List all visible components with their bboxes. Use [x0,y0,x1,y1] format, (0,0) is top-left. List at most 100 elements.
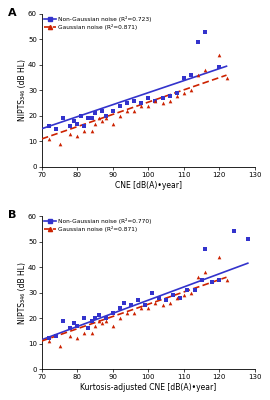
Point [200,276,204,283]
Point [167,98,172,104]
Point [118,113,122,119]
Point [153,98,158,104]
Point [129,302,133,308]
Point [139,102,143,109]
Point [104,315,108,321]
Point [104,317,108,324]
Point [79,113,83,119]
Point [125,108,129,114]
Point [47,136,51,142]
Point [196,39,200,45]
Point [139,100,143,106]
Point [47,338,51,344]
Point [153,98,158,104]
Point [189,87,193,94]
Point [136,297,140,303]
Point [217,64,222,71]
Point [125,100,129,106]
Point [111,322,115,329]
Text: A: A [8,8,16,18]
Point [146,102,151,109]
Point [68,123,72,129]
Point [196,274,200,280]
Point [182,292,186,298]
Point [196,72,200,78]
Point [89,115,94,122]
Point [100,118,104,124]
Point [175,294,179,301]
Point [82,315,87,321]
Point [167,300,172,306]
Point [146,95,151,101]
Point [175,90,179,96]
Text: B: B [8,210,16,220]
Point [150,289,154,296]
Point [75,335,79,342]
Point [58,141,62,147]
Point [160,302,165,308]
Point [68,130,72,137]
Point [121,300,126,306]
Point [100,108,104,114]
Point [157,294,161,301]
Point [75,120,79,127]
Point [132,108,136,114]
Point [54,333,58,339]
Point [189,289,193,296]
Point [89,317,94,324]
Point [175,92,179,99]
Point [100,320,104,326]
Point [167,92,172,99]
Point [139,305,143,311]
Point [58,343,62,349]
Point [93,322,97,329]
Point [132,98,136,104]
Point [160,100,165,106]
Point [182,74,186,81]
Point [246,236,250,242]
Point [203,246,207,252]
Point [72,320,76,326]
Point [86,115,90,122]
Point [203,67,207,73]
Y-axis label: NIPTS₃₄₆ (dB HL): NIPTS₃₄₆ (dB HL) [18,60,26,122]
Point [193,287,197,293]
Point [68,325,72,332]
Point [146,305,151,311]
Point [203,269,207,275]
Point [160,95,165,101]
Point [182,90,186,96]
X-axis label: Kurtosis-adjusted CNE [dB(A)•year]: Kurtosis-adjusted CNE [dB(A)•year] [80,383,217,392]
Point [203,28,207,35]
Point [47,335,51,342]
Point [185,287,190,293]
Point [96,317,101,324]
Point [164,297,168,303]
Point [61,317,65,324]
Legend: Non-Gaussian noise (R²=0.770), Gaussian noise (R²=0.871): Non-Gaussian noise (R²=0.770), Gaussian … [43,218,152,232]
Point [210,279,214,286]
Point [75,322,79,329]
Point [47,123,51,129]
Point [118,315,122,321]
Point [54,126,58,132]
Point [61,115,65,122]
Point [68,333,72,339]
Point [111,108,115,114]
Point [96,312,101,319]
Legend: Non-Gaussian noise (R²=0.723), Gaussian noise (R²=0.871): Non-Gaussian noise (R²=0.723), Gaussian … [43,16,152,30]
Point [118,102,122,109]
Point [224,276,229,283]
Point [93,110,97,116]
Point [111,120,115,127]
Point [86,325,90,332]
Point [89,330,94,336]
Point [217,52,222,58]
Point [93,315,97,321]
Point [82,123,87,129]
Point [104,113,108,119]
Point [125,310,129,316]
Point [82,128,87,134]
Point [96,115,101,122]
Point [75,133,79,140]
